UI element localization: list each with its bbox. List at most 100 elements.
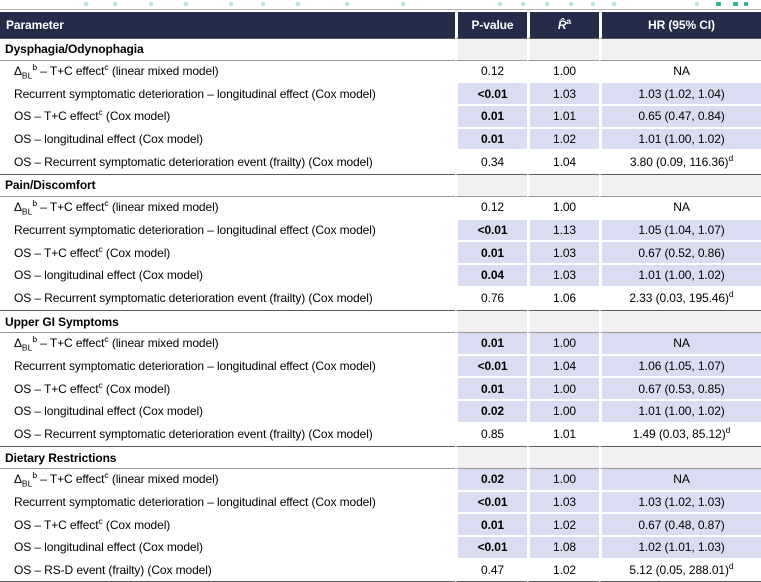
section-empty-cell xyxy=(599,38,761,61)
table-row: Recurrent symptomatic deterioration – lo… xyxy=(0,219,761,243)
cell-parameter: OS – T+C effectc (Cox model) xyxy=(0,242,455,265)
cropped-text-fragment xyxy=(149,2,153,6)
cell-parameter: OS – T+C effectc (Cox model) xyxy=(0,106,455,129)
cropped-text-fragment xyxy=(612,2,616,6)
cropped-text-fragment xyxy=(569,2,573,6)
cell-r-hat: 1.04 xyxy=(527,151,599,175)
cell-parameter: ΔBLb – T+C effectc (linear mixed model) xyxy=(0,60,455,84)
cell-hr-ci: NA xyxy=(599,60,761,84)
cell-r-hat: 1.02 xyxy=(527,128,599,152)
cell-parameter: OS – Recurrent symptomatic deterioration… xyxy=(0,151,455,175)
cell-r-hat: 1.03 xyxy=(527,491,599,515)
cropped-text-fragment xyxy=(345,2,349,6)
cell-r-hat: 1.00 xyxy=(527,401,599,424)
cell-parameter: OS – longitudinal effect (Cox model) xyxy=(0,537,455,560)
cell-p-value: 0.76 xyxy=(455,287,527,311)
cell-hr-ci: 1.49 (0.03, 85.12)d xyxy=(599,423,761,447)
cell-hr-ci: 1.05 (1.04, 1.07) xyxy=(599,219,761,243)
table-row: Recurrent symptomatic deterioration – lo… xyxy=(0,355,761,379)
cropped-text-fragment xyxy=(184,2,188,6)
table-row: OS – RS-D event (frailty) (Cox model) 0.4… xyxy=(0,559,761,582)
column-header-p-value: P-value xyxy=(455,12,527,38)
cell-p-value: 0.01 xyxy=(455,378,527,401)
cell-p-value: <0.01 xyxy=(455,219,527,243)
cell-hr-ci: NA xyxy=(599,196,761,220)
section-empty-cell xyxy=(527,310,599,333)
cell-hr-ci: 5.12 (0.05, 288.01)d xyxy=(599,559,761,582)
cell-p-value: 0.01 xyxy=(455,128,527,152)
table-row: Recurrent symptomatic deterioration – lo… xyxy=(0,491,761,515)
cell-r-hat: 1.00 xyxy=(527,332,599,356)
cell-hr-ci: NA xyxy=(599,469,761,492)
cell-parameter: ΔBLb – T+C effectc (linear mixed model) xyxy=(0,196,455,220)
table-row: OS – Recurrent symptomatic deterioration… xyxy=(0,423,761,447)
cell-parameter: OS – Recurrent symptomatic deterioration… xyxy=(0,423,455,447)
cell-parameter: Recurrent symptomatic deterioration – lo… xyxy=(0,355,455,379)
cropped-text-fragment xyxy=(733,2,738,6)
section-empty-cell xyxy=(455,446,527,470)
cell-p-value: 0.01 xyxy=(455,332,527,356)
table-row: OS – T+C effectc (Cox model) 0.01 1.02 0.67… xyxy=(0,514,761,538)
section-empty-cell xyxy=(599,446,761,470)
cell-p-value: <0.01 xyxy=(455,491,527,515)
section-title: Dysphagia/Odynophagia xyxy=(0,38,455,61)
cell-hr-ci: 1.01 (1.00, 1.02) xyxy=(599,128,761,152)
cell-hr-ci: 0.67 (0.52, 0.86) xyxy=(599,242,761,265)
cell-hr-ci: 0.67 (0.53, 0.85) xyxy=(599,378,761,401)
cell-r-hat: 1.00 xyxy=(527,196,599,220)
cell-p-value: <0.01 xyxy=(455,537,527,560)
table-row: OS – T+C effectc (Cox model) 0.01 1.01 0.65… xyxy=(0,106,761,129)
table-row: OS – Recurrent symptomatic deterioration… xyxy=(0,287,761,311)
cell-parameter: OS – longitudinal effect (Cox model) xyxy=(0,128,455,152)
cropped-text-fragment xyxy=(744,2,748,6)
cell-hr-ci: 1.03 (1.02, 1.04) xyxy=(599,83,761,107)
column-header-r-hat: R̂a xyxy=(527,12,599,38)
cropped-text-fragment xyxy=(716,2,721,6)
table-row: Recurrent symptomatic deterioration – lo… xyxy=(0,83,761,107)
section-title: Dietary Restrictions xyxy=(0,446,455,470)
table-row: OS – T+C effectc (Cox model) 0.01 1.00 0.67… xyxy=(0,378,761,401)
cell-p-value: 0.85 xyxy=(455,423,527,447)
section-header-row: Dysphagia/Odynophagia xyxy=(0,38,761,61)
cropped-text-fragment xyxy=(521,2,525,6)
cell-parameter: Recurrent symptomatic deterioration – lo… xyxy=(0,491,455,515)
section-empty-cell xyxy=(455,174,527,197)
results-table: Parameter P-value R̂a HR (95% CI) Dyspha… xyxy=(0,12,761,582)
strip-gap xyxy=(0,10,761,12)
cell-parameter: OS – Recurrent symptomatic deterioration… xyxy=(0,287,455,311)
cropped-text-fragment xyxy=(113,2,117,6)
cell-r-hat: 1.02 xyxy=(527,559,599,582)
cell-parameter: OS – T+C effectc (Cox model) xyxy=(0,514,455,538)
cell-p-value: 0.04 xyxy=(455,264,527,288)
section-title: Upper GI Symptoms xyxy=(0,310,455,333)
cell-r-hat: 1.00 xyxy=(527,60,599,84)
cell-r-hat: 1.01 xyxy=(527,106,599,129)
cell-parameter: ΔBLb – T+C effectc (linear mixed model) xyxy=(0,469,455,492)
cell-parameter: OS – longitudinal effect (Cox model) xyxy=(0,401,455,424)
cropped-text-fragment xyxy=(229,2,233,6)
cell-p-value: 0.12 xyxy=(455,196,527,220)
table-row: OS – T+C effectc (Cox model) 0.01 1.03 0.67… xyxy=(0,242,761,265)
cell-r-hat: 1.04 xyxy=(527,355,599,379)
cell-p-value: 0.01 xyxy=(455,514,527,538)
cell-hr-ci: NA xyxy=(599,332,761,356)
table-row: OS – Recurrent symptomatic deterioration… xyxy=(0,151,761,175)
cell-hr-ci: 1.06 (1.05, 1.07) xyxy=(599,355,761,379)
cell-hr-ci: 3.80 (0.09, 116.36)d xyxy=(599,151,761,175)
cropped-text-fragment xyxy=(545,2,549,6)
cell-parameter: OS – longitudinal effect (Cox model) xyxy=(0,264,455,288)
table-row: OS – longitudinal effect (Cox model) <0.0… xyxy=(0,537,761,560)
cell-parameter: OS – RS-D event (frailty) (Cox model) xyxy=(0,559,455,582)
cell-p-value: 0.01 xyxy=(455,106,527,129)
cell-r-hat: 1.00 xyxy=(527,378,599,401)
section-header-row: Pain/Discomfort xyxy=(0,174,761,197)
cell-p-value: <0.01 xyxy=(455,83,527,107)
cell-parameter: ΔBLb – T+C effectc (linear mixed model) xyxy=(0,332,455,356)
table-row: ΔBLb – T+C effectc (linear mixed model) 0… xyxy=(0,332,761,356)
cell-hr-ci: 1.02 (1.01, 1.03) xyxy=(599,537,761,560)
section-header-row: Dietary Restrictions xyxy=(0,446,761,470)
cell-r-hat: 1.06 xyxy=(527,287,599,311)
cropped-text-fragment xyxy=(401,2,405,6)
section-empty-cell xyxy=(527,446,599,470)
cell-r-hat: 1.08 xyxy=(527,537,599,560)
